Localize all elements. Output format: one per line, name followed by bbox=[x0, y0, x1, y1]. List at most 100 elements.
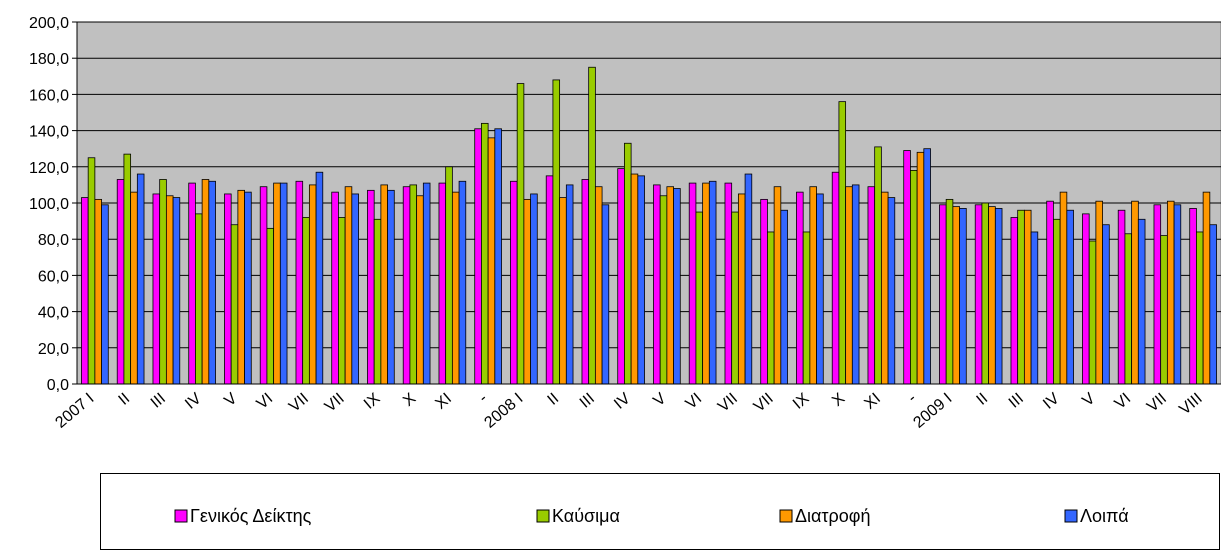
bar bbox=[237, 189, 245, 385]
bar bbox=[1189, 208, 1197, 385]
bar bbox=[708, 180, 717, 385]
bar bbox=[1059, 191, 1068, 385]
y-tick-label: 160,0 bbox=[29, 87, 69, 104]
bar bbox=[224, 193, 232, 385]
x-tick-label: IV bbox=[1040, 390, 1063, 413]
bar bbox=[1066, 209, 1074, 385]
bar bbox=[195, 213, 203, 385]
x-tick-label: VI bbox=[254, 390, 277, 413]
x-tick-label: V bbox=[1079, 390, 1098, 410]
y-tick-label: 20,0 bbox=[38, 341, 69, 358]
bar bbox=[838, 101, 847, 385]
x-tick-label: IX bbox=[790, 390, 813, 413]
bar bbox=[338, 217, 346, 385]
x-tick-label: 2008 I bbox=[481, 390, 526, 432]
x-tick-label: 2007 I bbox=[52, 390, 97, 432]
bar bbox=[159, 179, 167, 385]
bar bbox=[279, 182, 288, 385]
bar bbox=[737, 193, 746, 385]
bar bbox=[981, 202, 990, 385]
bar bbox=[903, 150, 911, 385]
legend-label: Γενικός Δείκτης bbox=[190, 506, 312, 526]
legend-label: Καύσιμα bbox=[552, 506, 620, 526]
x-tick-label: X bbox=[400, 390, 419, 410]
bar bbox=[136, 173, 145, 385]
bar bbox=[123, 153, 132, 385]
bar bbox=[409, 184, 418, 385]
legend-swatch bbox=[1064, 509, 1078, 523]
bar bbox=[152, 193, 161, 385]
bar bbox=[874, 146, 882, 385]
bar bbox=[552, 79, 561, 385]
bar bbox=[445, 166, 453, 385]
bar bbox=[845, 186, 853, 385]
x-tick-label: II bbox=[973, 390, 991, 409]
bar bbox=[1088, 240, 1097, 385]
bar bbox=[244, 191, 252, 385]
x-tick-label: X bbox=[829, 390, 848, 410]
bar bbox=[851, 184, 860, 385]
bar bbox=[101, 204, 109, 385]
legend-swatch bbox=[174, 509, 188, 523]
bar bbox=[545, 175, 554, 385]
bar bbox=[422, 182, 431, 385]
x-tick-label: IV bbox=[182, 390, 205, 413]
bar bbox=[1196, 231, 1204, 385]
bar bbox=[673, 188, 681, 385]
bar bbox=[588, 66, 596, 385]
bar bbox=[952, 206, 960, 385]
y-tick-label: 80,0 bbox=[38, 232, 69, 249]
bar bbox=[695, 211, 704, 385]
bar bbox=[601, 204, 610, 385]
bar bbox=[402, 186, 411, 385]
bar bbox=[559, 197, 567, 385]
x-tick-label: III bbox=[148, 390, 169, 412]
bar bbox=[831, 171, 840, 385]
bar bbox=[939, 204, 947, 385]
x-tick-label: VII bbox=[751, 390, 777, 416]
x-tick-label: V bbox=[221, 390, 240, 410]
bar bbox=[1030, 231, 1039, 385]
bar bbox=[351, 193, 359, 385]
bar bbox=[474, 128, 482, 385]
bar bbox=[945, 198, 954, 385]
x-tick-label: VIII bbox=[1176, 390, 1205, 418]
bar bbox=[1046, 200, 1054, 385]
x-tick-label: IX bbox=[361, 390, 384, 413]
y-tick-label: 200,0 bbox=[29, 15, 69, 32]
bar bbox=[637, 175, 645, 385]
bar bbox=[295, 180, 304, 385]
bar bbox=[1209, 224, 1217, 385]
bar bbox=[1160, 235, 1168, 385]
y-tick-label: 120,0 bbox=[29, 160, 69, 177]
bar bbox=[796, 191, 804, 385]
bar bbox=[273, 182, 281, 385]
bar bbox=[959, 208, 967, 385]
bar bbox=[523, 198, 531, 385]
legend-swatch bbox=[536, 509, 550, 523]
x-tick-label: - bbox=[476, 390, 491, 406]
bar bbox=[380, 184, 388, 385]
x-tick-label: III bbox=[577, 390, 598, 412]
y-tick-label: 0,0 bbox=[47, 377, 69, 394]
bar bbox=[81, 197, 89, 385]
y-tick-label: 140,0 bbox=[29, 124, 69, 141]
bar bbox=[1153, 204, 1162, 385]
bar bbox=[1117, 209, 1126, 385]
legend-swatch bbox=[779, 509, 793, 523]
bar bbox=[916, 151, 925, 385]
bar bbox=[780, 209, 788, 385]
bar bbox=[458, 180, 467, 385]
bar bbox=[910, 170, 918, 385]
x-tick-label: VII bbox=[322, 390, 348, 416]
bar bbox=[1053, 218, 1061, 385]
bar bbox=[172, 197, 181, 385]
x-tick-label: - bbox=[905, 390, 920, 406]
bar bbox=[116, 179, 125, 385]
bar bbox=[208, 180, 216, 385]
bar bbox=[510, 180, 518, 385]
bar bbox=[1131, 200, 1139, 385]
bar bbox=[653, 184, 661, 385]
bar bbox=[809, 186, 817, 385]
